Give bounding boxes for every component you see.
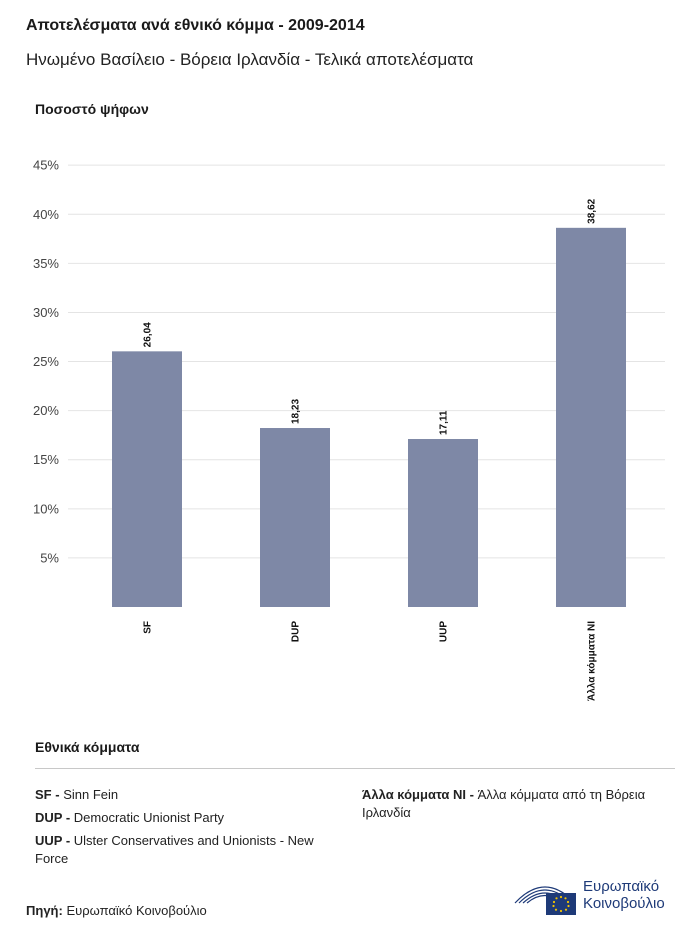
source-note: Πηγή: Ευρωπαϊκό Κοινοβούλιο — [26, 903, 207, 918]
legend-code: SF - — [35, 787, 60, 802]
chart-subtitle: Ηνωμένο Βασίλειο - Βόρεια Ιρλανδία - Τελ… — [26, 50, 474, 69]
bar — [556, 227, 626, 607]
y-tick-label: 15% — [33, 452, 59, 467]
bar-chart: 5% 10% 15% 20% 25% 30% 35% 40% 45% 26,04 SF 18,23 DU… — [33, 158, 665, 701]
legend-code: DUP - — [35, 810, 71, 825]
y-axis-label: Ποσοστό ψήφων — [35, 101, 149, 117]
legend-name: Sinn Fein — [63, 787, 119, 802]
legend-entry-sf: SF - Sinn Fein — [35, 786, 345, 804]
y-tick-label: 35% — [33, 256, 59, 271]
data-label: 26,04 — [143, 322, 154, 347]
y-tick-label: 10% — [33, 501, 59, 516]
legend-name: Άλλα κόμματα από τη Βόρεια Ιρλανδία — [362, 787, 646, 820]
european-parliament-logo-icon — [514, 886, 576, 915]
data-label: 17,11 — [439, 410, 450, 435]
bars — [112, 227, 626, 607]
labels: 5% 10% 15% 20% 25% 30% 35% 40% 45% 26,04 SF 18,23 DU… — [33, 158, 598, 701]
y-tick-label: 20% — [33, 403, 59, 418]
x-tick-label: UUP — [439, 621, 450, 642]
x-tick-label: Άλλα κόμματα NI — [587, 621, 598, 701]
legend-entry-uup: UUP - Ulster Conservatives and Unionists… — [35, 832, 345, 868]
logo-text: Ευρωπαϊκό Κοινοβούλιο — [583, 878, 665, 912]
legend-name: Ulster Conservatives and Unionists - New… — [35, 833, 314, 866]
logo-line-2: Κοινοβούλιο — [583, 895, 665, 912]
legend-column-left: SF - Sinn Fein DUP - Democratic Unionist… — [35, 786, 345, 873]
y-tick-label: 5% — [40, 550, 59, 565]
chart-title: Αποτελέσματα ανά εθνικό κόμμα - 2009-201… — [26, 17, 365, 34]
legend-entry-dup: DUP - Democratic Unionist Party — [35, 809, 345, 827]
y-tick-label: 40% — [33, 207, 59, 222]
bar — [112, 351, 182, 607]
legend-entry-other-ni: Άλλα κόμματα NI - Άλλα κόμματα από τη Βό… — [362, 786, 677, 822]
bar — [260, 428, 330, 607]
legend-column-right: Άλλα κόμματα NI - Άλλα κόμματα από τη Βό… — [362, 786, 677, 827]
legend-title: Εθνικά κόμματα — [35, 739, 140, 755]
legend-divider — [35, 768, 675, 769]
source-value: Ευρωπαϊκό Κοινοβούλιο — [66, 903, 207, 918]
data-label: 18,23 — [291, 399, 302, 424]
y-tick-label: 25% — [33, 354, 59, 369]
y-tick-label: 45% — [33, 158, 59, 173]
european-parliament-logo: Ευρωπαϊκό Κοινοβούλιο — [513, 877, 678, 917]
legend-code: Άλλα κόμματα NI - — [362, 787, 474, 802]
logo-line-1: Ευρωπαϊκό — [583, 878, 660, 895]
bar — [408, 439, 478, 607]
y-tick-label: 30% — [33, 305, 59, 320]
data-label: 38,62 — [587, 198, 598, 223]
x-tick-label: DUP — [291, 621, 302, 642]
legend-code: UUP - — [35, 833, 71, 848]
legend-name: Democratic Unionist Party — [73, 810, 225, 825]
x-tick-label: SF — [143, 621, 154, 634]
source-label: Πηγή: — [26, 903, 63, 918]
